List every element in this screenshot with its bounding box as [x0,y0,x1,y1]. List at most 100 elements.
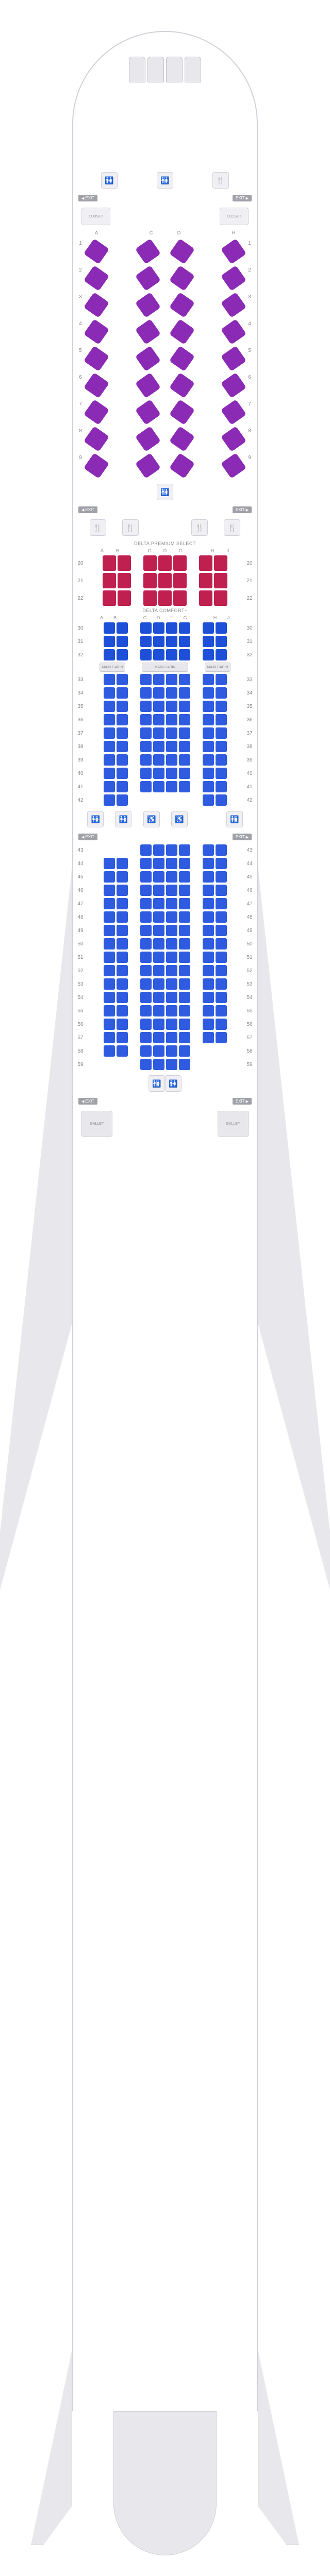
seat[interactable] [117,965,128,976]
seat[interactable] [140,965,152,976]
seat[interactable] [104,978,115,990]
seat[interactable] [216,978,227,990]
seat[interactable] [117,885,128,896]
seat[interactable] [86,267,107,289]
seat[interactable] [153,871,164,883]
seat[interactable] [171,455,193,477]
seat[interactable] [223,348,244,369]
seat[interactable] [153,727,164,739]
seat[interactable] [179,1019,190,1030]
seat[interactable] [140,701,152,712]
seat[interactable] [171,267,193,289]
seat[interactable] [214,555,227,571]
seat[interactable] [203,911,214,923]
seat[interactable] [104,1032,115,1043]
seat[interactable] [153,978,164,990]
seat[interactable] [137,455,159,477]
seat[interactable] [173,573,187,588]
seat[interactable] [216,727,227,739]
seat[interactable] [104,938,115,950]
seat[interactable] [153,925,164,936]
seat[interactable] [166,885,177,896]
seat[interactable] [166,649,177,660]
seat[interactable] [179,885,190,896]
seat[interactable] [117,871,128,883]
seat[interactable] [153,674,164,685]
seat[interactable] [140,885,152,896]
seat[interactable] [158,590,172,606]
seat[interactable] [86,455,107,477]
seat[interactable] [118,555,131,571]
seat[interactable] [153,636,164,647]
seat[interactable] [104,649,115,660]
seat[interactable] [203,781,214,792]
seat[interactable] [117,794,128,806]
seat[interactable] [179,701,190,712]
seat[interactable] [104,687,115,699]
seat[interactable] [117,858,128,869]
seat[interactable] [117,978,128,990]
seat[interactable] [153,1005,164,1016]
seat[interactable] [137,348,159,369]
seat[interactable] [166,938,177,950]
seat[interactable] [203,674,214,685]
seat[interactable] [153,965,164,976]
seat[interactable] [166,754,177,766]
seat[interactable] [140,714,152,725]
seat[interactable] [153,911,164,923]
seat[interactable] [117,938,128,950]
seat[interactable] [104,794,115,806]
seat[interactable] [166,965,177,976]
seat[interactable] [117,701,128,712]
seat[interactable] [104,1019,115,1030]
seat[interactable] [86,294,107,316]
seat[interactable] [179,925,190,936]
seat[interactable] [104,701,115,712]
seat[interactable] [203,858,214,869]
seat[interactable] [104,1045,115,1057]
seat[interactable] [166,1032,177,1043]
seat[interactable] [166,871,177,883]
seat[interactable] [117,1032,128,1043]
seat[interactable] [86,428,107,450]
seat[interactable] [223,321,244,343]
seat[interactable] [166,622,177,634]
seat[interactable] [117,649,128,660]
seat[interactable] [166,1059,177,1070]
seat[interactable] [216,741,227,752]
seat[interactable] [179,622,190,634]
seat[interactable] [216,871,227,883]
seat[interactable] [153,938,164,950]
seat[interactable] [216,649,227,660]
seat[interactable] [171,375,193,396]
seat[interactable] [166,925,177,936]
seat[interactable] [179,858,190,869]
seat[interactable] [179,952,190,963]
seat[interactable] [216,701,227,712]
seat[interactable] [179,714,190,725]
seat[interactable] [166,741,177,752]
seat[interactable] [216,965,227,976]
seat[interactable] [117,741,128,752]
seat[interactable] [179,1059,190,1070]
seat[interactable] [140,727,152,739]
seat[interactable] [104,885,115,896]
seat[interactable] [140,925,152,936]
seat[interactable] [140,1045,152,1057]
seat[interactable] [117,714,128,725]
seat[interactable] [203,898,214,909]
seat[interactable] [140,978,152,990]
seat[interactable] [179,1032,190,1043]
seat[interactable] [216,925,227,936]
seat[interactable] [203,1019,214,1030]
seat[interactable] [203,1005,214,1016]
seat[interactable] [203,1032,214,1043]
seat[interactable] [104,727,115,739]
seat[interactable] [103,590,116,606]
seat[interactable] [179,741,190,752]
seat[interactable] [137,267,159,289]
seat[interactable] [104,1005,115,1016]
seat[interactable] [104,925,115,936]
seat[interactable] [216,911,227,923]
seat[interactable] [140,687,152,699]
